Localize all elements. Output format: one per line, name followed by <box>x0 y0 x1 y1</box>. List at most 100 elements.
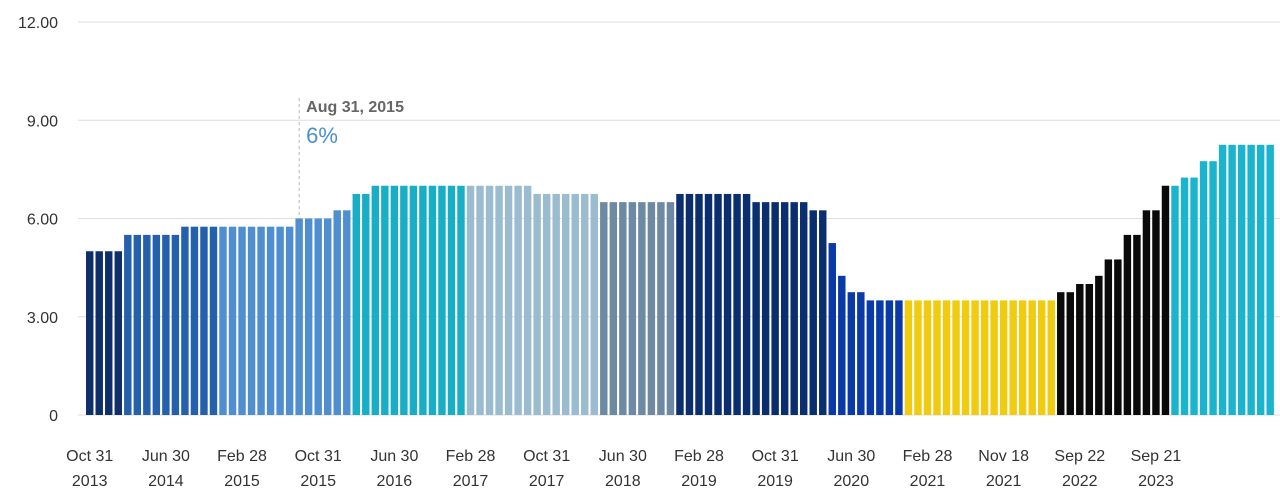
bar[interactable] <box>761 202 770 415</box>
bar[interactable] <box>257 226 265 415</box>
bar[interactable] <box>733 193 741 415</box>
bar[interactable] <box>914 300 922 416</box>
bar[interactable] <box>1123 234 1132 416</box>
bar[interactable] <box>1104 259 1113 415</box>
bar[interactable] <box>381 185 389 415</box>
bar[interactable] <box>428 185 437 415</box>
bar[interactable] <box>523 185 532 415</box>
bar[interactable] <box>1057 292 1065 415</box>
bar[interactable] <box>466 185 475 415</box>
bar[interactable] <box>504 185 513 415</box>
bar[interactable] <box>971 300 979 416</box>
bar[interactable] <box>1085 284 1094 415</box>
bar[interactable] <box>1066 292 1074 415</box>
bar[interactable] <box>752 202 760 415</box>
bar[interactable] <box>1237 144 1246 415</box>
bar[interactable] <box>457 185 465 415</box>
bar[interactable] <box>562 193 570 415</box>
bar[interactable] <box>1152 210 1160 415</box>
bar[interactable] <box>571 193 579 415</box>
bar[interactable] <box>304 218 313 416</box>
bar[interactable] <box>714 193 722 415</box>
bar[interactable] <box>447 185 456 415</box>
bar[interactable] <box>228 226 237 415</box>
bar[interactable] <box>352 193 360 415</box>
bar[interactable] <box>847 292 856 415</box>
bar[interactable] <box>1009 300 1017 416</box>
bar[interactable] <box>105 251 113 415</box>
bar[interactable] <box>1018 300 1027 416</box>
bar[interactable] <box>200 226 208 415</box>
bar[interactable] <box>247 226 256 415</box>
bar[interactable] <box>695 193 703 415</box>
bar[interactable] <box>343 210 351 415</box>
bar[interactable] <box>171 234 180 416</box>
bar[interactable] <box>819 210 827 415</box>
bar[interactable] <box>1047 300 1055 416</box>
bar[interactable] <box>362 193 370 415</box>
bar[interactable] <box>438 185 446 415</box>
bar[interactable] <box>857 292 865 415</box>
bar[interactable] <box>409 185 418 415</box>
bar[interactable] <box>390 185 399 415</box>
bar[interactable] <box>1190 177 1198 415</box>
bar[interactable] <box>628 202 637 415</box>
bar[interactable] <box>209 226 218 415</box>
bar[interactable] <box>1180 177 1189 415</box>
bar[interactable] <box>219 226 227 415</box>
bar[interactable] <box>685 193 694 415</box>
bar[interactable] <box>876 300 884 416</box>
bar[interactable] <box>771 202 779 415</box>
bar[interactable] <box>1171 185 1179 415</box>
bar[interactable] <box>1095 275 1103 415</box>
bar[interactable] <box>704 193 713 415</box>
bar[interactable] <box>809 210 817 415</box>
bar[interactable] <box>266 226 275 415</box>
bar[interactable] <box>1076 284 1084 415</box>
bar[interactable] <box>143 234 151 416</box>
bar[interactable] <box>1142 210 1151 415</box>
bar[interactable] <box>495 185 503 415</box>
bar[interactable] <box>1247 144 1255 415</box>
bar[interactable] <box>885 300 894 416</box>
bar[interactable] <box>514 185 522 415</box>
bar[interactable] <box>542 193 551 415</box>
bar[interactable] <box>152 234 161 416</box>
bar[interactable] <box>961 300 970 416</box>
bar[interactable] <box>838 275 846 415</box>
bar[interactable] <box>828 243 836 415</box>
bar[interactable] <box>476 185 484 415</box>
bar[interactable] <box>647 202 656 415</box>
bar[interactable] <box>124 234 132 416</box>
bar[interactable] <box>190 226 199 415</box>
bar[interactable] <box>581 193 589 415</box>
bar[interactable] <box>333 210 341 415</box>
bar[interactable] <box>400 185 408 415</box>
bar[interactable] <box>1161 185 1170 415</box>
bar[interactable] <box>990 300 998 416</box>
bar[interactable] <box>666 202 675 415</box>
bar[interactable] <box>1199 161 1208 415</box>
bar[interactable] <box>600 202 608 415</box>
bar[interactable] <box>895 300 903 416</box>
bar[interactable] <box>800 202 808 415</box>
bar[interactable] <box>1133 234 1141 416</box>
bar[interactable] <box>980 300 989 416</box>
bar[interactable] <box>676 193 684 415</box>
bar[interactable] <box>314 218 322 416</box>
bar[interactable] <box>181 226 189 415</box>
bar[interactable] <box>1114 259 1122 415</box>
bar[interactable] <box>95 251 103 415</box>
bar[interactable] <box>285 226 294 415</box>
bar[interactable] <box>1028 300 1036 416</box>
bar[interactable] <box>238 226 246 415</box>
bar[interactable] <box>723 193 732 415</box>
bar[interactable] <box>638 202 646 415</box>
bar[interactable] <box>942 300 951 416</box>
bar[interactable] <box>952 300 960 416</box>
bar[interactable] <box>485 185 494 415</box>
bar[interactable] <box>742 193 751 415</box>
bar[interactable] <box>1209 161 1217 415</box>
bar[interactable] <box>86 251 94 415</box>
bar[interactable] <box>590 193 598 415</box>
